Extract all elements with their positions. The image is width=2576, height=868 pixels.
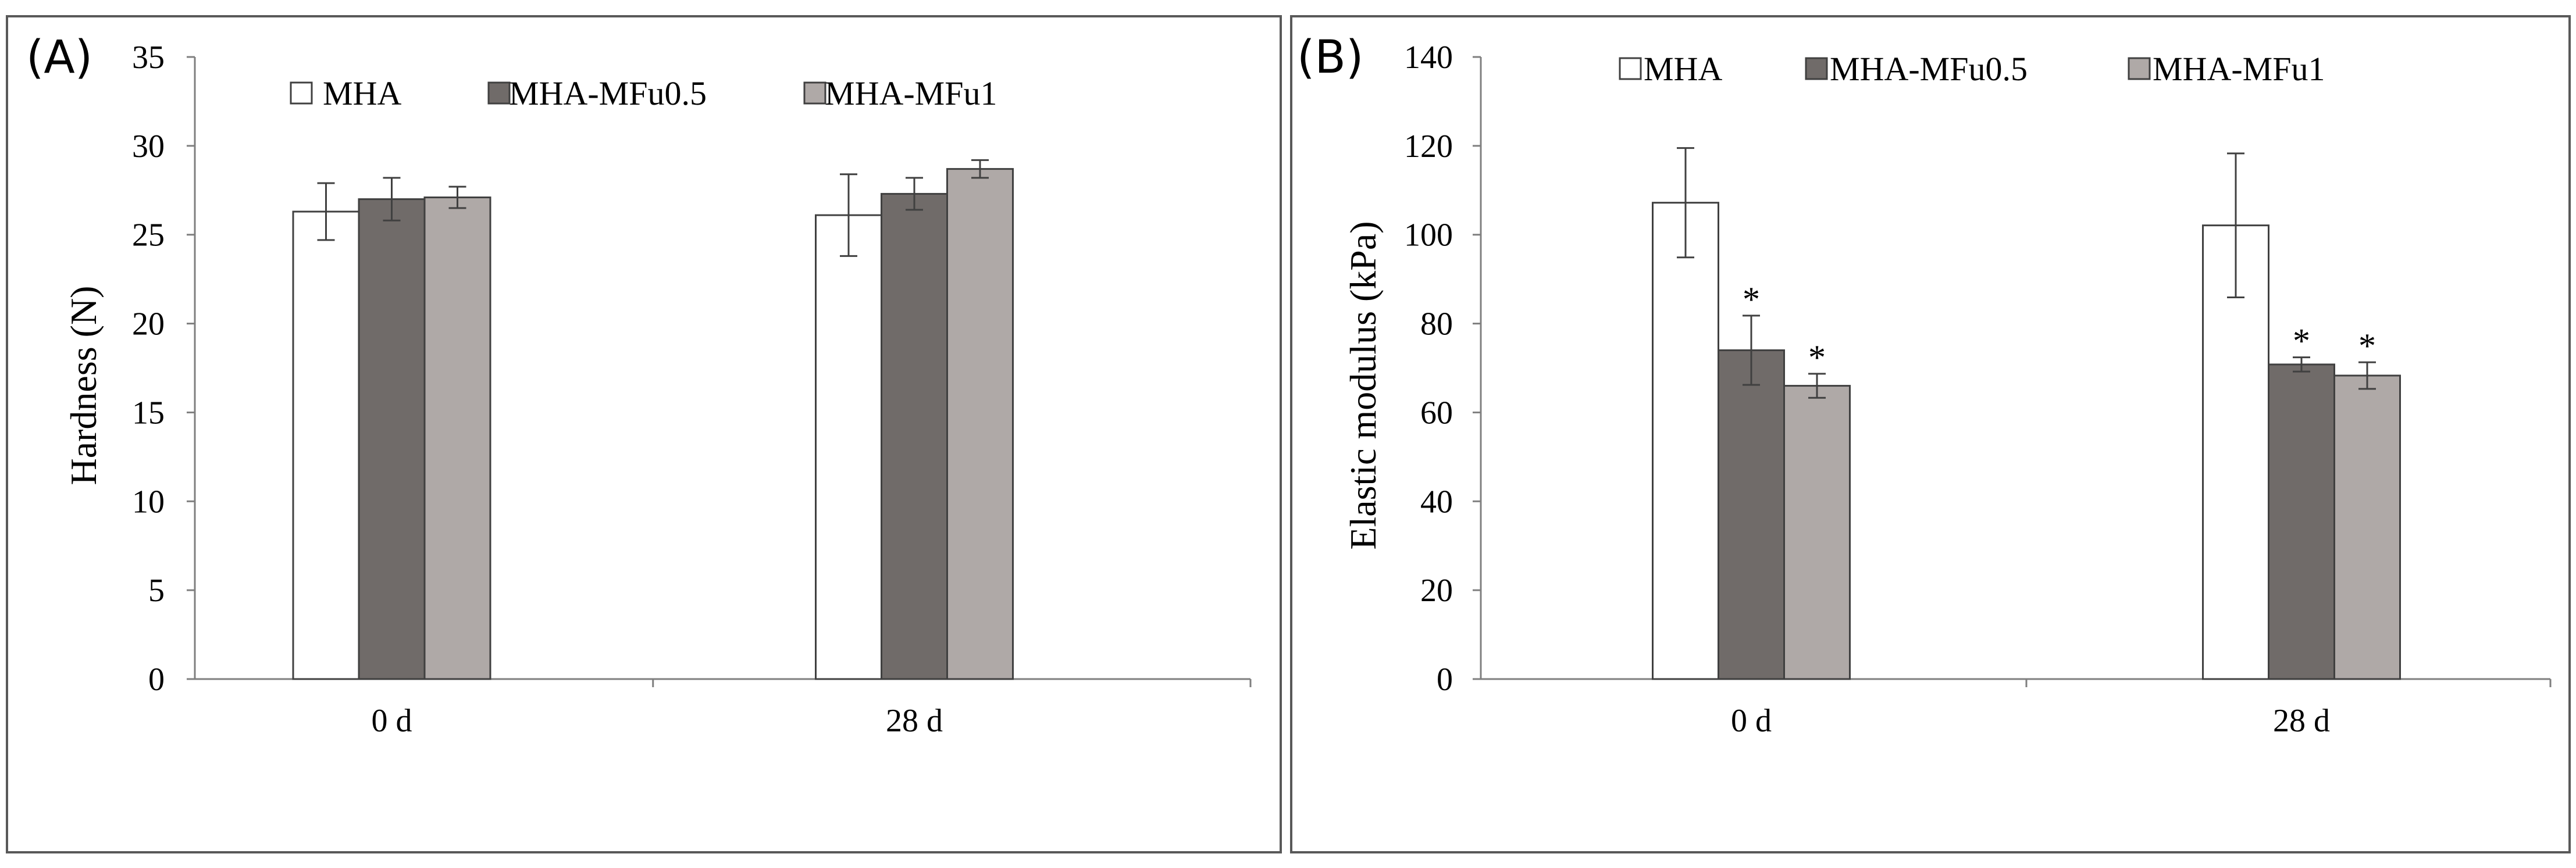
panel-a-y-tick-label: 15: [132, 395, 165, 431]
panel-a-bar: [815, 214, 882, 680]
panel-a-bar: [358, 198, 426, 680]
panel-b-bar: [1783, 385, 1851, 680]
panel-b-y-axis-title: Elastic modulus (kPa): [1342, 221, 1384, 549]
panel-a-bar: [292, 210, 360, 680]
panel-b-legend-swatch: [1805, 57, 1828, 80]
panel-a-legend-swatch: [290, 81, 313, 105]
panel-b-significance-marker: *: [2358, 327, 2376, 365]
panel-a-legend-label: MHA-MFu1: [825, 74, 997, 112]
panel-b-y-tick-label: 0: [1437, 662, 1453, 698]
panel-a-y-axis-title: Hardness (N): [63, 286, 104, 485]
panel-a-y-tick-label: 5: [148, 573, 165, 609]
panel-a-y-tick-label: 0: [148, 662, 165, 698]
panel-b-y-tick-label: 140: [1404, 40, 1453, 76]
panel-a-y-tick-label: 30: [132, 128, 165, 165]
panel-a-x-tick-label: 28 d: [886, 703, 943, 739]
panel-a: (A) Hardness (N) 0 5 10 15 20 25 30 35 0 d 28 d MH…: [6, 15, 1282, 853]
panel-b-y-tick-label: 40: [1420, 484, 1453, 520]
panel-b-legend-label: MHA-MFu0.5: [1830, 50, 2028, 88]
panel-b-label: (B): [1297, 31, 1363, 84]
panel-a-bar: [881, 192, 948, 680]
panel-a-bar: [946, 168, 1014, 680]
panel-a-bar: [423, 197, 491, 680]
panel-a-frame: [6, 15, 1282, 853]
panel-b-y-tick-label: 20: [1420, 573, 1453, 609]
panel-a-legend-label: MHA: [323, 74, 401, 112]
panel-b-legend-label: MHA: [1644, 50, 1722, 88]
panel-b-bar: [1652, 202, 1719, 680]
panel-b-y-tick-label: 80: [1420, 306, 1453, 342]
panel-a-y-tick-label: 10: [132, 484, 165, 520]
panel-b-y-tick-label: 120: [1404, 128, 1453, 165]
panel-b-legend-swatch: [1619, 57, 1642, 80]
panel-b-significance-marker: *: [1808, 338, 1826, 377]
panel-a-legend-label: MHA-MFu0.5: [509, 74, 707, 112]
panel-b-significance-marker: *: [1743, 280, 1760, 319]
panel-a-legend-swatch: [803, 81, 826, 105]
panel-a-y-tick-label: 20: [132, 306, 165, 342]
panel-b-legend-swatch: [2128, 57, 2151, 80]
panel-b-x-tick-label: 28 d: [2273, 703, 2330, 739]
panel-b-bar: [2333, 374, 2401, 680]
panel-a-legend-swatch: [487, 81, 511, 105]
panel-b-y-tick-label: 100: [1404, 217, 1453, 253]
panel-a-x-tick-label: 0 d: [372, 703, 412, 739]
panel-b-x-tick-label: 0 d: [1731, 703, 1772, 739]
panel-b-bar: [2268, 363, 2335, 680]
panel-b-legend-label: MHA-MFu1: [2153, 50, 2325, 88]
panel-b-bar: [1718, 349, 1785, 680]
panel-a-label: (A): [26, 31, 92, 84]
panel-a-y-tick-label: 25: [132, 217, 165, 253]
panel-b-y-tick-label: 60: [1420, 395, 1453, 431]
panel-b-significance-marker: *: [2293, 322, 2310, 360]
panel-a-y-tick-label: 35: [132, 40, 165, 76]
panel-b: (B) Elastic modulus (kPa) 0 20 40 60 80 100 12…: [1290, 15, 2571, 853]
panel-b-bar: [2202, 224, 2269, 680]
